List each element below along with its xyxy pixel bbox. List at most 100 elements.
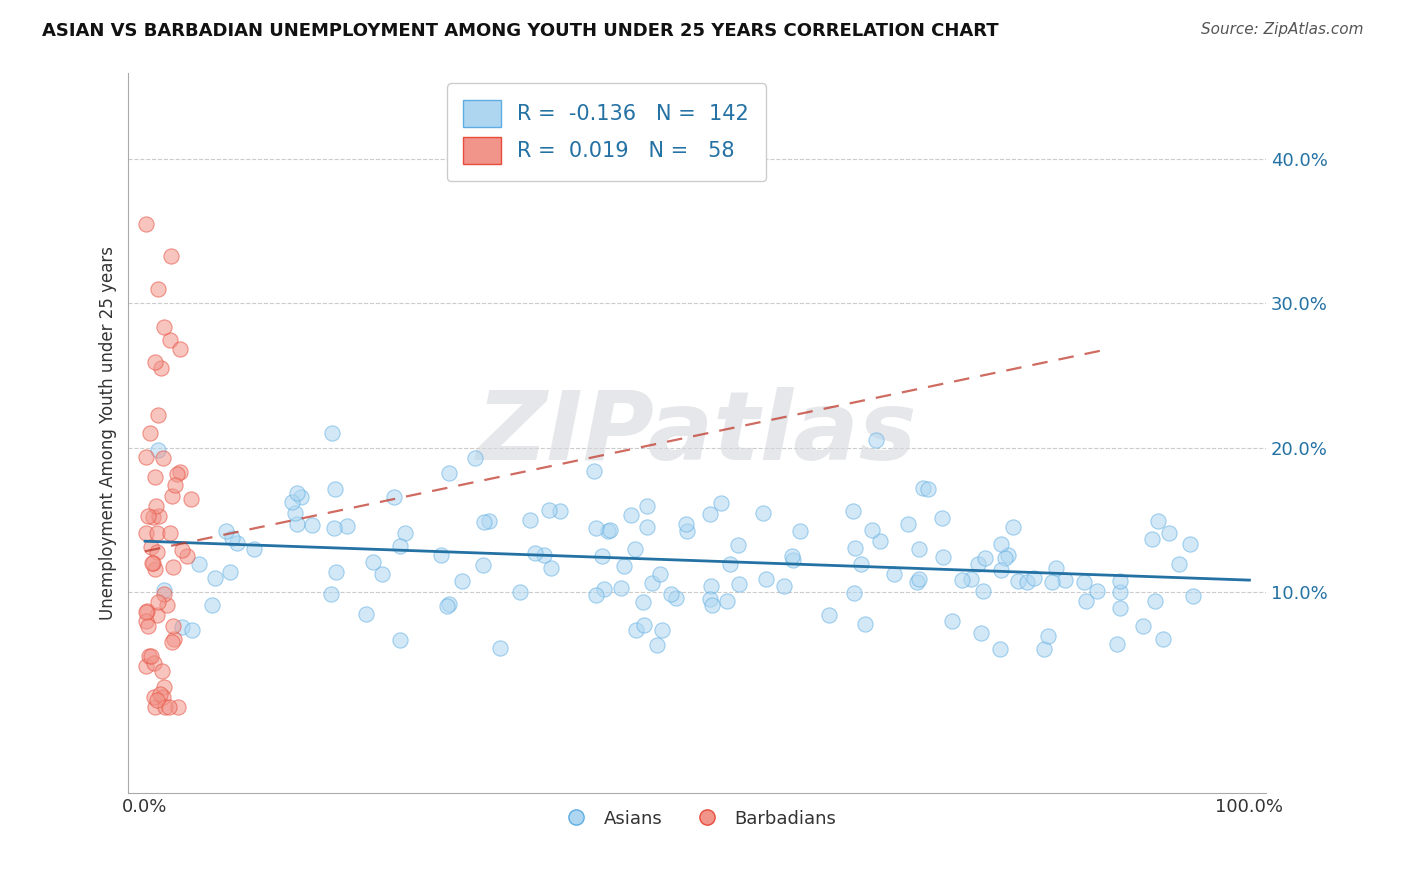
Y-axis label: Unemployment Among Youth under 25 years: Unemployment Among Youth under 25 years: [100, 246, 117, 620]
Point: [142, 690, 165, 704]
Point: [371, 566, 394, 581]
Point: [221, 531, 243, 545]
Point: [718, 557, 741, 571]
Point: [972, 583, 994, 598]
Point: [754, 572, 776, 586]
Point: [1152, 632, 1174, 646]
Point: [226, 536, 249, 550]
Point: [159, 525, 181, 540]
Text: ASIAN VS BARBADIAN UNEMPLOYMENT AMONG YOUTH UNDER 25 YEARS CORRELATION CHART: ASIAN VS BARBADIAN UNEMPLOYMENT AMONG YO…: [42, 22, 998, 40]
Point: [931, 511, 953, 525]
Point: [389, 633, 412, 648]
Point: [394, 525, 416, 540]
Point: [1143, 593, 1166, 607]
Point: [842, 503, 865, 517]
Point: [160, 635, 183, 649]
Point: [931, 549, 953, 564]
Point: [141, 510, 163, 524]
Point: [135, 614, 157, 628]
Point: [159, 333, 181, 347]
Point: [960, 572, 983, 586]
Point: [143, 699, 166, 714]
Point: [966, 557, 988, 571]
Point: [728, 576, 751, 591]
Point: [917, 482, 939, 496]
Point: [591, 549, 613, 564]
Point: [700, 598, 723, 612]
Point: [593, 582, 616, 597]
Point: [135, 605, 157, 619]
Point: [141, 556, 163, 570]
Point: [281, 494, 304, 508]
Point: [780, 549, 803, 563]
Point: [180, 624, 202, 638]
Point: [716, 593, 738, 607]
Point: [1073, 575, 1095, 590]
Point: [613, 558, 636, 573]
Point: [152, 690, 174, 704]
Point: [319, 587, 342, 601]
Point: [659, 587, 682, 601]
Point: [700, 579, 723, 593]
Point: [1157, 526, 1180, 541]
Point: [218, 565, 240, 579]
Point: [285, 516, 308, 531]
Point: [382, 490, 405, 504]
Point: [1178, 537, 1201, 551]
Point: [548, 504, 571, 518]
Point: [651, 624, 673, 638]
Point: [146, 608, 169, 623]
Point: [464, 450, 486, 465]
Point: [907, 542, 929, 557]
Point: [1045, 561, 1067, 575]
Point: [169, 342, 191, 356]
Point: [641, 575, 664, 590]
Point: [135, 526, 157, 541]
Point: [650, 566, 672, 581]
Point: [155, 699, 177, 714]
Point: [1109, 574, 1132, 588]
Point: [323, 521, 346, 535]
Point: [146, 526, 169, 541]
Point: [170, 543, 193, 558]
Point: [645, 638, 668, 652]
Point: [135, 217, 157, 231]
Point: [1015, 575, 1038, 590]
Point: [143, 355, 166, 369]
Point: [437, 466, 460, 480]
Point: [1038, 629, 1060, 643]
Point: [301, 518, 323, 533]
Point: [146, 443, 169, 458]
Point: [710, 496, 733, 510]
Point: [950, 574, 973, 588]
Point: [156, 598, 179, 612]
Point: [163, 632, 186, 647]
Point: [162, 619, 184, 633]
Point: [153, 320, 176, 334]
Point: [169, 465, 191, 479]
Point: [150, 361, 173, 376]
Point: [860, 524, 883, 538]
Point: [325, 565, 347, 579]
Point: [585, 521, 607, 535]
Text: Source: ZipAtlas.com: Source: ZipAtlas.com: [1201, 22, 1364, 37]
Point: [145, 545, 167, 559]
Point: [145, 500, 167, 514]
Point: [1007, 574, 1029, 588]
Point: [141, 540, 163, 554]
Point: [148, 509, 170, 524]
Point: [389, 539, 412, 553]
Point: [138, 649, 160, 664]
Point: [675, 517, 697, 532]
Point: [540, 561, 562, 575]
Point: [143, 470, 166, 484]
Point: [990, 537, 1012, 551]
Point: [598, 524, 620, 538]
Point: [136, 509, 159, 524]
Point: [478, 514, 501, 528]
Legend: Asians, Barbadians: Asians, Barbadians: [551, 802, 844, 835]
Text: ZIPatlas: ZIPatlas: [477, 386, 918, 480]
Point: [665, 591, 688, 605]
Point: [321, 426, 343, 441]
Point: [509, 584, 531, 599]
